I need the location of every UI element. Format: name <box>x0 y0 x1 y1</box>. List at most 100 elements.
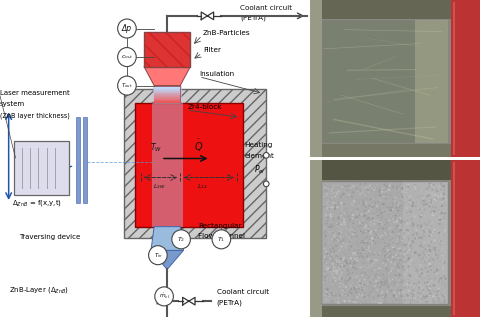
Point <box>330 249 338 254</box>
Point <box>324 253 332 258</box>
Point <box>385 252 393 257</box>
Point <box>347 217 354 222</box>
Point <box>434 221 442 226</box>
Point <box>395 236 402 241</box>
Point <box>395 283 403 288</box>
Point <box>420 289 427 294</box>
Point <box>366 239 374 244</box>
Point <box>402 259 409 264</box>
Point <box>375 279 383 284</box>
Point <box>372 199 380 204</box>
Point <box>394 236 402 241</box>
Point <box>425 218 432 223</box>
Point <box>435 279 443 284</box>
Point <box>332 286 339 291</box>
Point <box>440 195 447 200</box>
Point <box>346 271 353 276</box>
Point <box>392 226 400 231</box>
Point <box>341 202 348 207</box>
Point <box>431 258 438 263</box>
Point <box>438 225 446 230</box>
Point <box>408 204 416 209</box>
Point <box>361 270 369 275</box>
Point <box>375 220 383 225</box>
Point <box>354 182 361 187</box>
Point <box>423 285 431 290</box>
Point <box>340 220 348 225</box>
Point <box>362 200 370 205</box>
Point <box>434 256 442 261</box>
Point <box>419 255 427 260</box>
Point <box>419 206 426 211</box>
Point <box>408 243 416 248</box>
Point <box>436 242 444 247</box>
Point <box>420 294 427 299</box>
Point <box>419 277 427 282</box>
Point <box>333 248 341 253</box>
Point <box>374 294 382 299</box>
Point <box>337 200 345 205</box>
Point <box>432 229 439 234</box>
Point <box>404 222 412 227</box>
Point <box>405 237 413 242</box>
Point <box>336 266 344 271</box>
FancyBboxPatch shape <box>154 87 180 88</box>
Point <box>441 228 449 233</box>
Point <box>419 291 426 296</box>
Point <box>346 236 354 241</box>
Point <box>435 187 443 192</box>
Point <box>399 254 407 259</box>
Point <box>339 284 347 289</box>
Point <box>424 269 432 275</box>
Point <box>328 275 336 280</box>
Point <box>362 238 370 243</box>
Point <box>409 213 417 218</box>
Point <box>437 273 444 278</box>
Point <box>429 220 436 225</box>
Point <box>420 243 427 249</box>
Point <box>379 298 386 303</box>
Point <box>419 201 426 206</box>
Point <box>407 300 414 305</box>
Point <box>431 210 438 215</box>
Point <box>328 207 336 212</box>
Point <box>383 276 391 281</box>
Point <box>353 289 360 294</box>
Point <box>346 261 354 266</box>
Point <box>326 204 334 210</box>
Point <box>420 232 428 237</box>
Point <box>363 213 371 218</box>
Point <box>324 199 332 204</box>
Point <box>348 207 355 212</box>
Point <box>391 216 399 221</box>
Point <box>393 186 400 191</box>
Point <box>361 294 369 300</box>
Point <box>342 266 350 271</box>
Point <box>400 249 408 254</box>
Point <box>379 293 387 298</box>
Point <box>376 193 384 198</box>
Point <box>411 184 419 189</box>
Point <box>401 274 409 279</box>
Point <box>421 280 429 285</box>
FancyBboxPatch shape <box>154 100 180 101</box>
Point <box>358 285 365 290</box>
Point <box>423 284 431 289</box>
Point <box>430 278 437 283</box>
Point <box>340 237 348 242</box>
Point <box>398 185 406 191</box>
Point <box>350 300 358 305</box>
Point <box>338 242 346 247</box>
Point <box>377 261 384 266</box>
Point <box>362 184 370 190</box>
Point <box>320 297 328 302</box>
Point <box>407 204 415 210</box>
Point <box>341 223 349 229</box>
Point <box>386 274 394 279</box>
Point <box>335 243 343 248</box>
Point <box>442 274 449 279</box>
Point <box>379 236 387 242</box>
Point <box>441 233 448 238</box>
Point <box>335 259 342 264</box>
Point <box>334 258 341 263</box>
